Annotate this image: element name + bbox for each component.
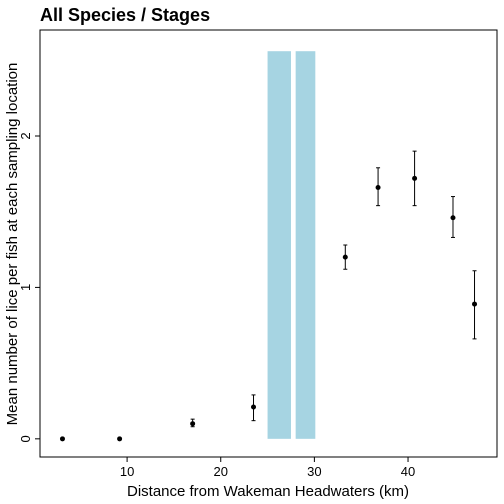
x-tick-label: 30 [307, 464, 321, 479]
data-point [375, 184, 381, 190]
chart-title: All Species / Stages [40, 5, 210, 25]
shaded-region-1 [267, 51, 291, 439]
y-axis-ticks: 0 1 2 [18, 132, 40, 442]
data-point [251, 404, 257, 410]
shaded-regions [267, 51, 316, 439]
data-point [117, 436, 123, 442]
x-tick-label: 20 [214, 464, 228, 479]
data-point [59, 436, 65, 442]
x-axis-label: Distance from Wakeman Headwaters (km) [127, 483, 409, 500]
y-tick-label: 1 [18, 284, 33, 291]
y-axis-label: Mean number of lice per fish at each sam… [4, 63, 21, 426]
data-point [190, 421, 196, 427]
data-point [412, 175, 418, 181]
x-tick-label: 40 [401, 464, 415, 479]
x-tick-label: 10 [120, 464, 134, 479]
error-bars [190, 150, 477, 428]
data-points [59, 175, 478, 442]
shaded-region-2 [295, 51, 316, 439]
x-axis-ticks: 10 20 30 40 [120, 457, 415, 479]
y-tick-label: 0 [18, 435, 33, 442]
data-point [342, 254, 348, 260]
y-tick-label: 2 [18, 132, 33, 139]
data-point [450, 215, 456, 221]
data-point [472, 301, 478, 307]
plot-frame [39, 29, 498, 458]
